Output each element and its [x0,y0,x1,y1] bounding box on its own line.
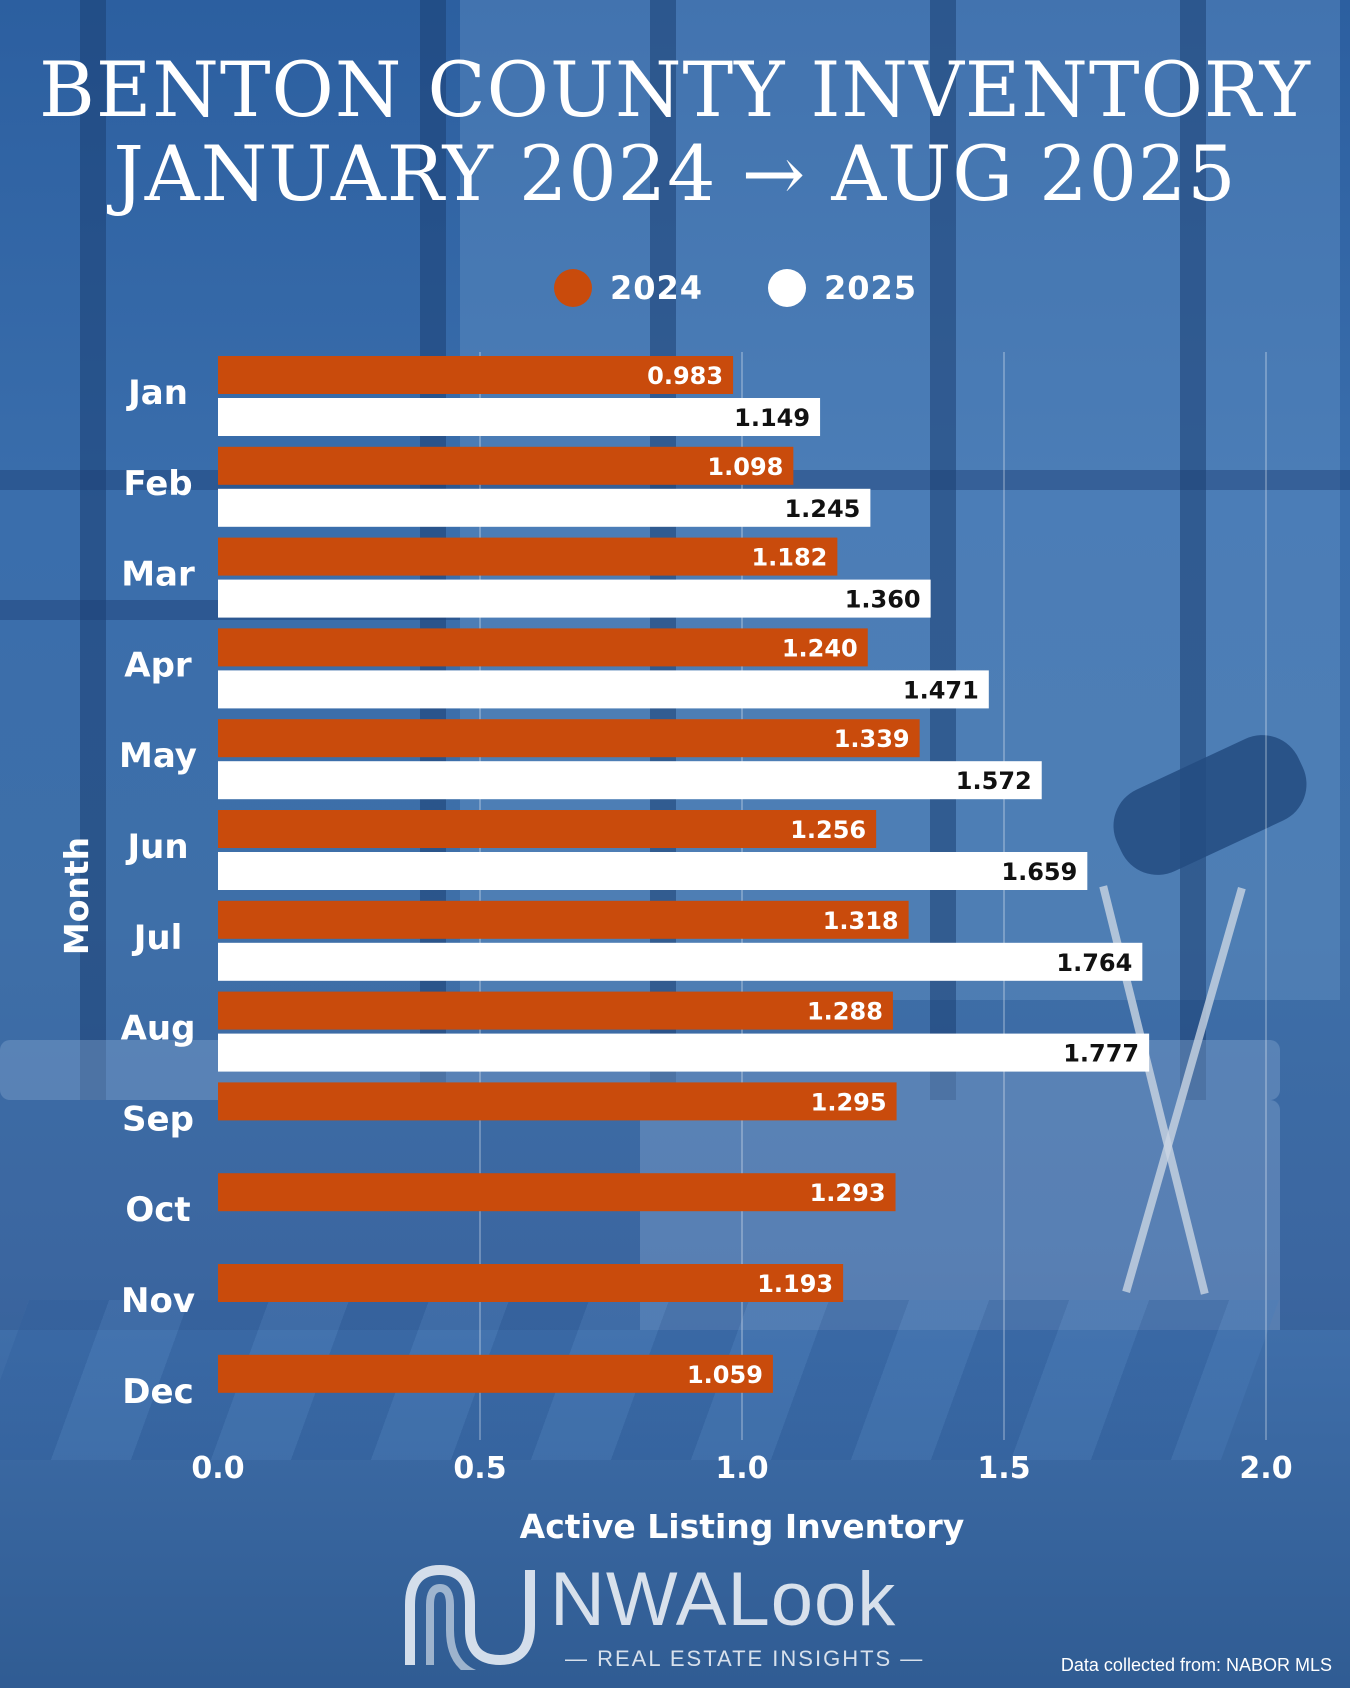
x-tick-label: 1.5 [977,1451,1030,1486]
y-tick-label-oct: Oct [125,1190,190,1230]
data-label-2024-sep: 1.295 [811,1088,887,1116]
bar-2025-jul [218,942,1143,981]
data-label-2025-jun: 1.659 [1001,858,1077,886]
bar-2024-jul [218,900,909,939]
data-label-2024-dec: 1.059 [687,1361,763,1389]
y-axis-title: Month [57,837,96,955]
bar-2024-feb [218,446,794,485]
data-label-2025-feb: 1.245 [784,495,860,523]
source-note: Data collected from: NABOR MLS [1060,1655,1332,1675]
brand-logo: NWALook — REAL ESTATE INSIGHTS — [400,1557,960,1682]
data-label-2025-mar: 1.360 [845,586,921,614]
bar-2025-mar [218,579,931,618]
bar-2024-may [218,719,920,758]
data-label-2024-aug: 1.288 [807,998,883,1026]
bar-2024-jan [218,356,734,394]
y-tick-label-mar: Mar [121,555,195,595]
data-label-2024-jun: 1.256 [790,816,866,844]
bar-2025-feb [218,488,871,527]
bar-2024-mar [218,537,838,576]
data-label-2024-jul: 1.318 [823,907,899,935]
data-label-2025-jul: 1.764 [1056,949,1132,977]
bar-2025-jan [218,398,821,436]
title-line-2: JANUARY 2024 → AUG 2025 [113,129,1237,218]
logo-wordmark: NWALook [550,1557,897,1642]
bar-2024-sep [218,1082,897,1121]
data-label-2024-mar: 1.182 [751,544,827,572]
y-tick-label-apr: Apr [124,645,192,685]
data-label-2025-apr: 1.471 [903,676,979,704]
y-tick-label-jan: Jan [126,373,188,413]
bar-2025-apr [218,670,989,709]
data-label-2024-oct: 1.293 [810,1179,886,1207]
x-tick-label: 0.0 [191,1451,244,1486]
bar-2024-aug [218,991,893,1030]
data-label-2024-jan: 0.983 [647,362,723,390]
legend-label-2025: 2025 [824,269,918,307]
data-label-2025-jan: 1.149 [734,404,810,432]
x-axis-title: Active Listing Inventory [520,1507,965,1546]
y-tick-label-may: May [119,736,197,776]
y-tick-label-jul: Jul [132,918,183,958]
y-tick-label-jun: Jun [125,827,188,867]
data-label-2024-feb: 1.098 [707,453,783,481]
y-tick-label-dec: Dec [122,1372,193,1412]
data-label-2024-apr: 1.240 [782,634,858,662]
legend-swatch-2025 [768,269,806,307]
logo-tagline: — REAL ESTATE INSIGHTS — [565,1646,925,1671]
x-tick-label: 2.0 [1239,1451,1292,1486]
legend-item-2025: 2025 [768,268,917,308]
legend-swatch-2024 [554,269,592,307]
bar-2024-jun [218,810,877,848]
y-tick-label-aug: Aug [121,1009,196,1049]
logo-mark-icon [405,1564,535,1682]
data-label-2024-may: 1.339 [834,725,910,753]
data-label-2025-may: 1.572 [956,767,1032,795]
bar-2024-nov [218,1264,844,1302]
x-tick-label: 1.0 [715,1451,768,1486]
y-tick-label-sep: Sep [122,1099,194,1139]
bar-2024-oct [218,1173,896,1212]
bar-2025-jun [218,852,1088,890]
bar-2024-dec [218,1354,773,1393]
bar-2025-may [218,761,1042,800]
y-tick-label-nov: Nov [121,1281,195,1321]
data-label-2024-nov: 1.193 [757,1270,833,1298]
legend-label-2024: 2024 [610,269,704,307]
y-tick-label-feb: Feb [123,464,192,504]
bar-2024-apr [218,628,868,667]
legend-item-2024: 2024 [554,268,703,308]
bar-2025-aug [218,1033,1150,1072]
title-line-1: BENTON COUNTY INVENTORY [39,45,1311,134]
data-label-2025-aug: 1.777 [1063,1040,1139,1068]
x-tick-label: 0.5 [453,1451,506,1486]
